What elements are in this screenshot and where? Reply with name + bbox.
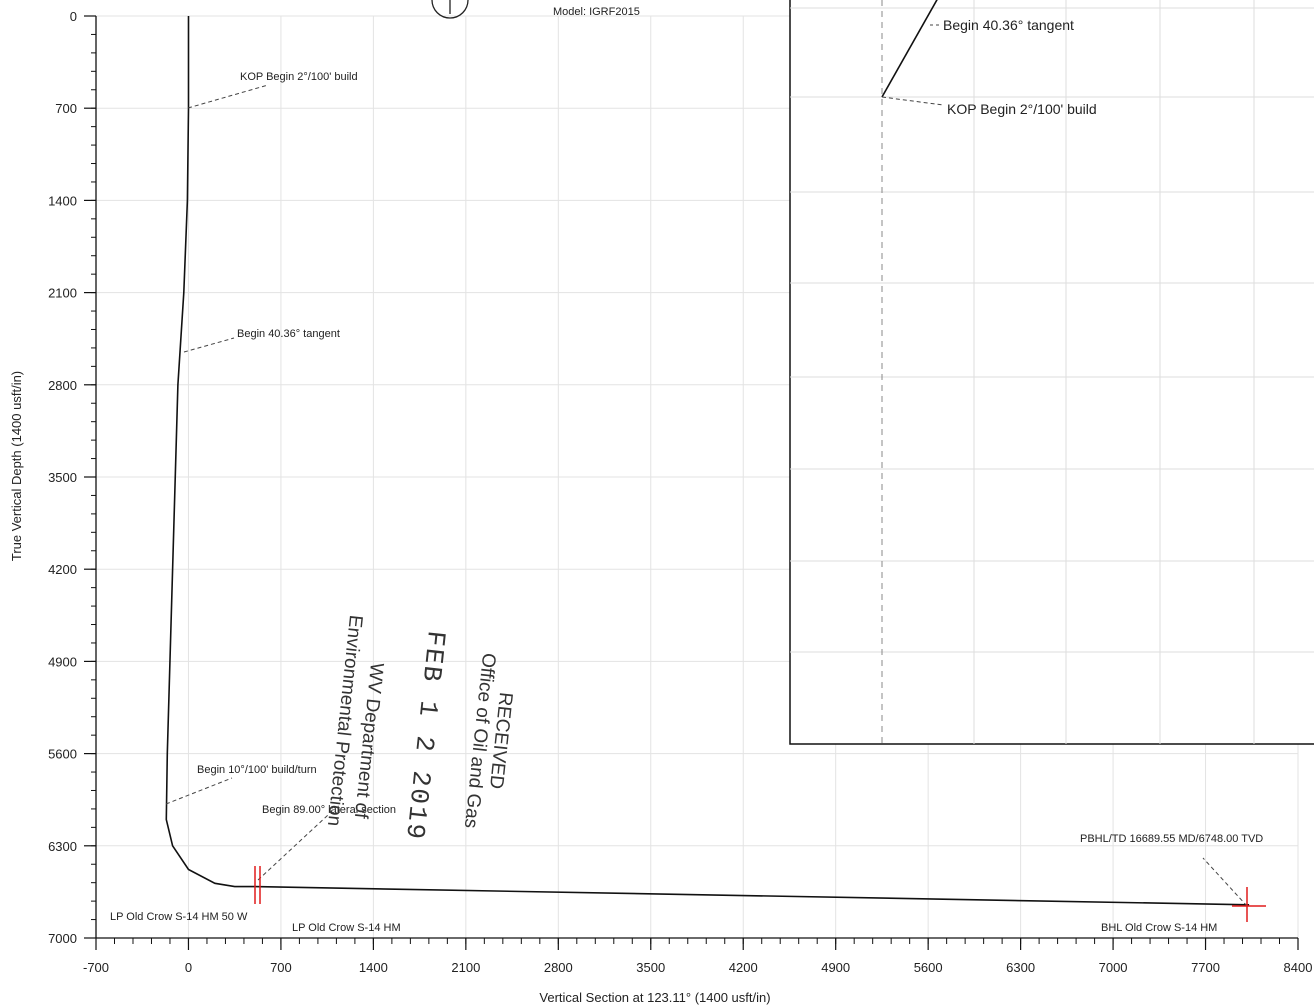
- y-tick-label-10: 7000: [48, 931, 77, 946]
- x-tick-label-4: 2100: [451, 960, 480, 975]
- inset-annotation-tangent: Begin 40.36° tangent: [943, 17, 1074, 33]
- annotation-lateral: Begin 89.00° lateral section: [262, 804, 396, 816]
- received-stamp: RECEIVED Office of Oil and Gas FEB 1 2 2…: [323, 614, 516, 842]
- leader-lateral: [257, 814, 329, 881]
- annotation-tangent: Begin 40.36° tangent: [237, 328, 340, 340]
- x-tick-label-8: 4900: [821, 960, 850, 975]
- x-tick-label-3: 1400: [359, 960, 388, 975]
- y-tick-label-3: 2100: [48, 286, 77, 301]
- y-tick-label-0: 0: [70, 9, 77, 24]
- y-tick-label-1: 700: [55, 101, 77, 116]
- x-tick-label-5: 2800: [544, 960, 573, 975]
- x-tick-label-10: 6300: [1006, 960, 1035, 975]
- inset-wellpath: [881, 0, 938, 98]
- x-tick-label-13: 8400: [1284, 960, 1313, 975]
- x-tick-label-12: 7700: [1191, 960, 1220, 975]
- inset-plot: Begin 40.36° tangent KOP Begin 2°/100' b…: [789, 0, 1314, 745]
- leader-tangent: [183, 337, 235, 353]
- model-label: Model: IGRF2015: [553, 6, 640, 18]
- x-tick-label-0: -700: [83, 960, 109, 975]
- y-tick-label-6: 4200: [48, 562, 77, 577]
- landing-point-marker: [254, 866, 261, 904]
- inset-leader-kop: [881, 96, 944, 106]
- x-tick-label-11: 7000: [1099, 960, 1128, 975]
- bhl-target-marker: [1232, 887, 1266, 922]
- annotation-kop: KOP Begin 2°/100' build: [240, 71, 358, 83]
- inset-annotation-kop: KOP Begin 2°/100' build: [947, 101, 1097, 117]
- leader-lines: [165, 84, 1248, 907]
- inset-grid: [790, 0, 1314, 744]
- series-wellpath: [165, 16, 1250, 906]
- y-tick-label-8: 5600: [48, 747, 77, 762]
- annotation-build-turn: Begin 10°/100' build/turn: [197, 764, 317, 776]
- leader-build-turn: [165, 777, 233, 805]
- annotation-pbhl: PBHL/TD 16689.55 MD/6748.00 TVD: [1080, 833, 1263, 845]
- y-tick-label-5: 3500: [48, 470, 77, 485]
- inset-frame: [789, 0, 1314, 745]
- y-axis-title: True Vertical Depth (1400 usft/in): [9, 371, 24, 561]
- y-tick-label-9: 6300: [48, 839, 77, 854]
- x-tick-label-1: 0: [185, 960, 192, 975]
- x-tick-label-9: 5600: [914, 960, 943, 975]
- leader-pbhl: [1202, 857, 1248, 907]
- x-tick-labels: -700 0 700 1400 2100 2800 3500 4200 4900 5600 6300…: [83, 938, 1312, 975]
- y-tick-label-2: 1400: [48, 193, 77, 208]
- x-axis-title: Vertical Section at 123.11° (1400 usft/i…: [539, 990, 770, 1005]
- y-tick-labels: 0 700 1400 2100 2800 3500 4200 4900 5600 6300 7000: [48, 9, 96, 946]
- leader-kop: [187, 84, 269, 109]
- x-minor-ticks: [95, 938, 1299, 944]
- x-tick-label-7: 4200: [729, 960, 758, 975]
- x-tick-label-2: 700: [270, 960, 292, 975]
- annotation-bhl: BHL Old Crow S-14 HM: [1101, 922, 1217, 934]
- x-tick-label-6: 3500: [636, 960, 665, 975]
- annotation-lp: LP Old Crow S-14 HM: [292, 922, 401, 934]
- y-tick-label-7: 4900: [48, 654, 77, 669]
- y-tick-label-4: 2800: [48, 378, 77, 393]
- annotation-lp-50w: LP Old Crow S-14 HM 50 W: [110, 911, 248, 923]
- north-arrow-icon: [431, 0, 469, 19]
